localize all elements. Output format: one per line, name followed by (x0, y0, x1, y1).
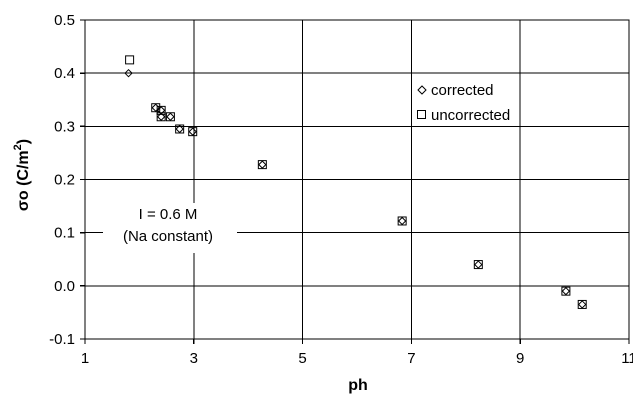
legend-marker-corrected (417, 85, 427, 95)
point-corrected (124, 68, 133, 78)
x-tick-label: 3 (190, 350, 198, 367)
y-axis-title: σo (C/m2) (12, 139, 32, 211)
x-tick-label: 11 (621, 350, 633, 367)
point-corrected (151, 103, 160, 112)
annotation-na-constant: (Na constant) (123, 228, 213, 245)
legend-label-uncorrected: uncorrected (431, 107, 510, 124)
annotation: I = 0.6 M (Na constant) (103, 203, 237, 253)
legend-label-corrected: corrected (431, 82, 494, 99)
point-corrected (175, 124, 184, 134)
y-tick-label: 0.4 (54, 65, 75, 82)
y-tick-label: 0.1 (54, 225, 75, 242)
y-tick-label: 0.5 (54, 12, 75, 29)
legend-marker-uncorrected (417, 110, 426, 119)
point-corrected (258, 160, 267, 169)
point-corrected (561, 286, 571, 296)
annotation-background (103, 203, 237, 253)
x-tick-labels: 1 3 5 7 9 11 (81, 350, 633, 367)
point-corrected (397, 216, 407, 226)
point-corrected (156, 112, 166, 121)
y-tick-label: 0.3 (54, 118, 75, 135)
y-tick-labels: -0.1 0.0 0.1 0.2 0.3 0.4 0.5 (49, 12, 75, 348)
x-axis-title: ph (348, 377, 368, 394)
y-tick-label: -0.1 (49, 331, 75, 348)
legend-entry-uncorrected: uncorrected (417, 107, 510, 124)
point-corrected (474, 260, 483, 269)
data-points (124, 55, 587, 309)
y-tick-label: 0.2 (54, 172, 75, 189)
point-corrected (188, 127, 197, 136)
legend: corrected uncorrected (417, 82, 510, 124)
point-corrected (578, 300, 587, 309)
annotation-ionic-strength: I = 0.6 M (139, 206, 198, 223)
point-uncorrected (125, 55, 135, 65)
x-tick-label: 9 (516, 350, 524, 367)
axis-ticks (80, 19, 630, 344)
x-tick-label: 7 (407, 350, 415, 367)
point-corrected (166, 112, 175, 121)
x-tick-label: 5 (298, 350, 306, 367)
legend-entry-corrected: corrected (417, 82, 494, 99)
point-corrected (156, 106, 166, 115)
y-tick-label: 0.0 (54, 278, 75, 295)
x-tick-label: 1 (81, 350, 89, 367)
grid-lines (85, 20, 629, 339)
